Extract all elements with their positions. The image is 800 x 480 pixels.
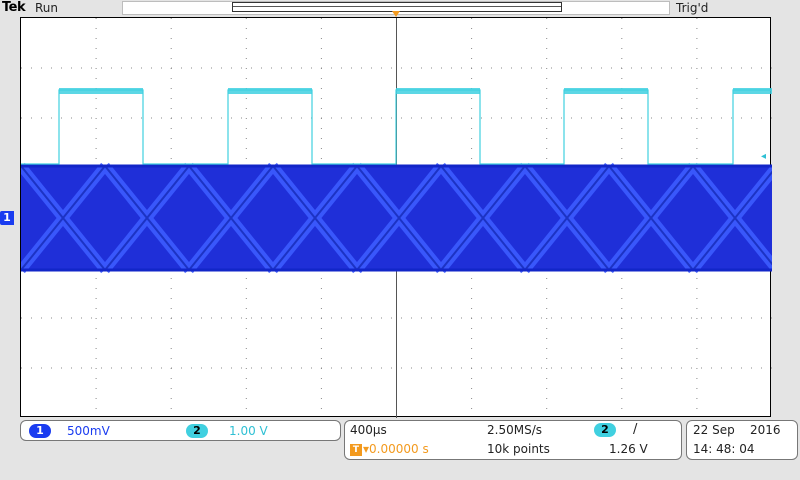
ch1-scale: 500mV	[67, 424, 110, 438]
top-status-bar: Tek Run Trig'd	[0, 0, 800, 18]
trigger-level: 1.26 V	[609, 442, 648, 456]
date-time-readout: 22 Sep 2016 14: 48: 04	[686, 420, 798, 460]
horizontal-trigger-readout: 400µs 2.50MS/s 2 / T ▾0.00000 s 10k point…	[344, 420, 682, 460]
record-length: 10k points	[487, 442, 550, 456]
ch2-clock-trace	[21, 89, 772, 165]
trigger-delay-value: ▾0.00000 s	[363, 442, 429, 456]
timebase[interactable]: 400µs	[350, 423, 387, 437]
ch2-clock-high	[564, 88, 648, 94]
trigger-level-arrow-icon: ◂	[761, 151, 767, 162]
ch1-ground-marker[interactable]: 1	[0, 211, 14, 225]
trigger-delay: T ▾0.00000 s	[350, 442, 429, 456]
ch2-badge[interactable]: 2	[186, 424, 208, 438]
acquisition-state: Run	[35, 1, 59, 15]
trigger-position-arrow-icon	[392, 11, 400, 17]
time: 14: 48: 04	[693, 442, 755, 456]
ch1-badge[interactable]: 1	[29, 424, 51, 438]
brand-logo: Tek	[2, 0, 26, 15]
graticule	[21, 18, 772, 418]
ch2-scale: 1.00 V	[229, 424, 268, 438]
trigger-delay-icon: T	[350, 443, 362, 456]
ch2-clock-high	[59, 88, 143, 94]
ch1-eye-crossings	[21, 165, 772, 271]
sample-rate: 2.50MS/s	[487, 423, 542, 437]
trigger-status: Trig'd	[676, 1, 709, 15]
ch2-clock-high	[228, 88, 312, 94]
trigger-source-badge[interactable]: 2	[594, 423, 616, 437]
trigger-slope-icon: /	[633, 422, 638, 437]
ch2-clock-high	[396, 88, 480, 94]
date: 22 Sep 2016	[693, 423, 781, 437]
waveform-display	[20, 17, 772, 418]
ch2-clock-high	[733, 88, 772, 94]
channel-readout: 1 500mV 2 1.00 V	[20, 420, 341, 441]
